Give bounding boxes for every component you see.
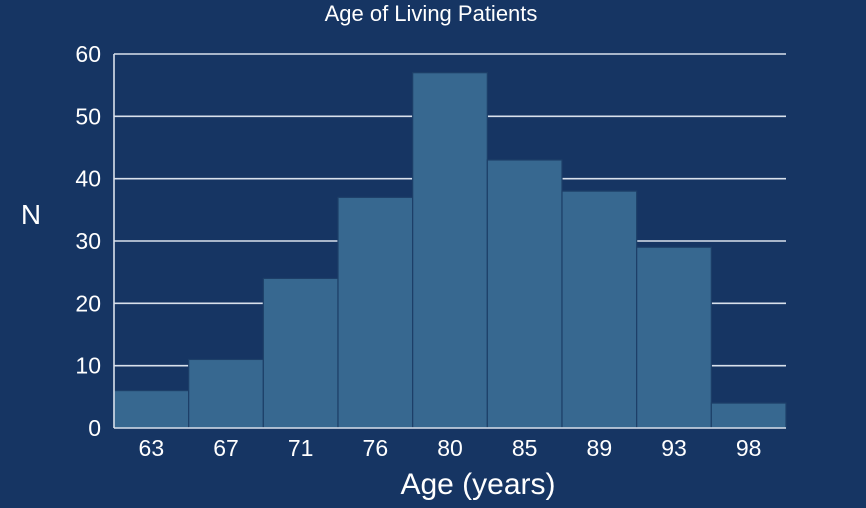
x-tick-label: 76 xyxy=(363,435,389,461)
y-tick-label: 10 xyxy=(75,353,101,379)
axes xyxy=(113,54,786,429)
x-tick-label: 85 xyxy=(512,435,538,461)
bar-89 xyxy=(561,190,638,429)
y-tick-label: 50 xyxy=(75,103,101,129)
bar-67 xyxy=(188,358,264,429)
y-tick-label: 20 xyxy=(75,290,101,316)
x-axis-label: Age (years) xyxy=(400,468,555,501)
bar-93 xyxy=(636,246,712,429)
bar-71 xyxy=(262,277,339,429)
bar-63 xyxy=(113,390,190,429)
bars xyxy=(113,72,787,429)
bar-76 xyxy=(337,196,414,429)
bar-98 xyxy=(710,402,787,429)
bar-80 xyxy=(412,72,488,429)
chart-title: Age of Living Patients xyxy=(325,1,538,26)
x-tick-label: 93 xyxy=(661,435,687,461)
x-tick-label: 80 xyxy=(437,435,463,461)
y-tick-label: 30 xyxy=(75,228,101,254)
x-tick-label: 63 xyxy=(139,435,165,461)
y-tick-label: 60 xyxy=(75,41,101,67)
y-tick-labels: 0 10 20 30 40 50 60 xyxy=(75,41,101,441)
x-tick-label: 71 xyxy=(288,435,314,461)
x-tick-labels: 63 67 71 76 80 85 89 93 98 xyxy=(139,435,762,461)
x-tick-label: 67 xyxy=(213,435,239,461)
x-tick-label: 89 xyxy=(587,435,613,461)
bar-85 xyxy=(486,159,563,429)
y-axis-label: N xyxy=(21,199,41,230)
y-tick-label: 0 xyxy=(88,415,101,441)
x-tick-label: 98 xyxy=(736,435,762,461)
y-tick-label: 40 xyxy=(75,166,101,192)
